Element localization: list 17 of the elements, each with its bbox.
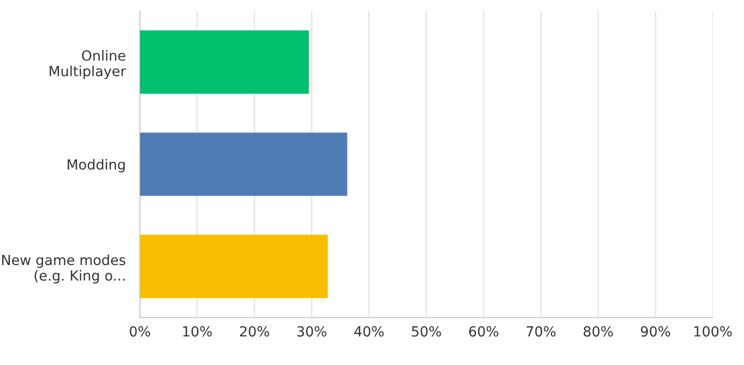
x-tick-label: 20% [240, 326, 270, 337]
x-tick-label: 50% [412, 326, 441, 337]
x-tick-label: 30% [297, 326, 326, 337]
x-tick-label: 40% [354, 326, 384, 337]
bar [140, 132, 348, 196]
x-tick-label: 0% [130, 326, 150, 337]
y-tick-label: New game modes (e.g. King o... [2, 254, 126, 284]
x-tick-label: 70% [526, 326, 556, 337]
x-tick-label: 80% [584, 326, 613, 337]
x-tick-label: 60% [469, 326, 498, 337]
y-tick-label: Online Multiplayer [50, 50, 126, 80]
x-tick-label: 100% [694, 326, 732, 337]
bar [140, 234, 328, 298]
y-tick-label: Modding [68, 158, 125, 172]
x-tick-label: 90% [640, 326, 670, 337]
bar [140, 30, 309, 94]
x-tick-label: 10% [183, 326, 212, 337]
